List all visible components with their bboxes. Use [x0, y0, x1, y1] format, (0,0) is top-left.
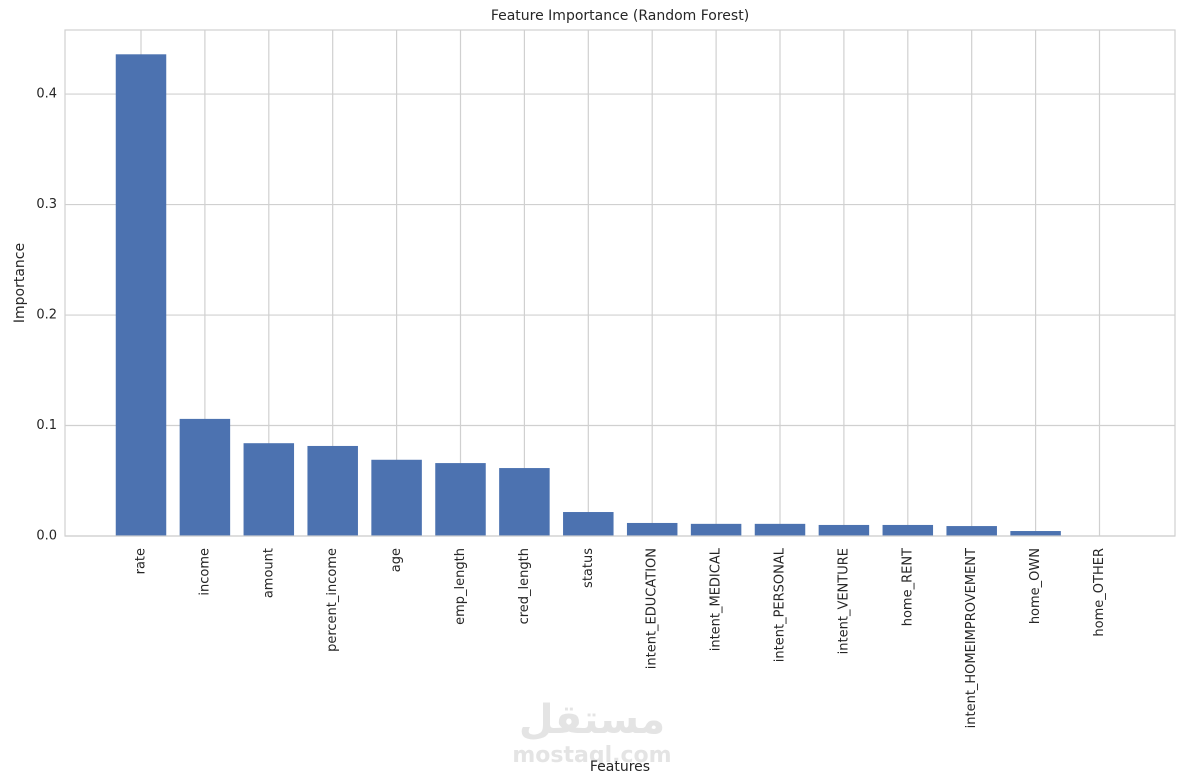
bar — [754, 523, 806, 536]
x-axis-label: Features — [590, 759, 650, 775]
x-tick-label: home_RENT — [900, 548, 915, 626]
x-tick-label: intent_MEDICAL — [709, 547, 724, 651]
bar — [115, 54, 167, 537]
bar — [882, 524, 934, 536]
bar — [690, 523, 742, 536]
y-tick-label: 0.3 — [36, 197, 57, 212]
x-tick-label: status — [581, 548, 596, 588]
watermark-arabic: مستقل — [519, 697, 665, 743]
x-tick-label: home_OWN — [1028, 548, 1043, 624]
y-tick-label: 0.2 — [36, 308, 57, 323]
x-tick-label: amount — [261, 548, 276, 598]
bar — [243, 443, 295, 536]
plot-frame — [64, 29, 1176, 537]
x-tick-label: percent_income — [325, 548, 340, 652]
x-tick-label: intent_HOMEIMPROVEMENT — [964, 548, 979, 728]
y-axis-label: Importance — [12, 243, 28, 323]
bar — [1010, 531, 1061, 536]
bar — [435, 463, 486, 536]
bar — [499, 468, 550, 536]
y-tick-label: 0.4 — [36, 87, 57, 102]
bar — [818, 524, 870, 536]
bar — [946, 526, 997, 536]
bar — [307, 445, 358, 536]
y-tick-label: 0.0 — [36, 529, 57, 544]
x-tick-label: intent_EDUCATION — [645, 548, 660, 669]
chart-title: Feature Importance (Random Forest) — [491, 8, 749, 24]
x-tick-label: income — [197, 548, 212, 596]
x-tick-label: rate — [134, 548, 149, 574]
x-tick-label: cred_length — [517, 548, 532, 624]
x-tick-label: emp_length — [453, 548, 468, 625]
x-tick-label: age — [389, 548, 404, 572]
x-tick-label: intent_PERSONAL — [773, 547, 788, 662]
bar — [179, 418, 231, 536]
bar — [626, 522, 678, 536]
bar — [563, 512, 614, 536]
bar — [371, 459, 422, 536]
x-tick-label: home_OTHER — [1092, 548, 1107, 637]
watermark-latin: mostaql.com — [512, 743, 671, 768]
x-tick-label: intent_VENTURE — [836, 548, 851, 654]
y-tick-label: 0.1 — [36, 418, 57, 433]
